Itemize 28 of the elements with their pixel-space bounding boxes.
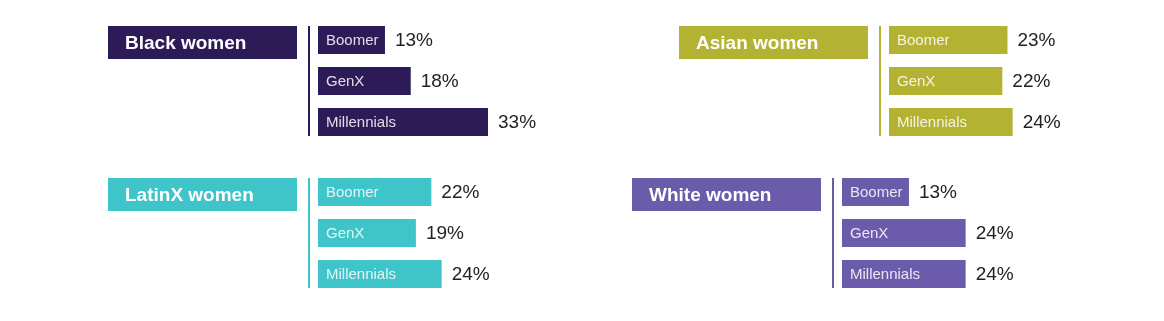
text: Black women [125, 32, 247, 53]
y-tick-label: Boomer [850, 182, 903, 200]
text: Asian women [696, 32, 819, 53]
data-label: 23% [1017, 28, 1056, 50]
data-label: 22% [1012, 70, 1051, 91]
y-tick-label: Boomer [897, 30, 950, 48]
y-tick-label: Millennials [326, 113, 397, 131]
data-label: 33% [498, 111, 537, 133]
y-tick-label: GenX [326, 224, 365, 241]
y-tick-label: Boomer [326, 182, 379, 200]
text: White women [649, 184, 772, 205]
y-tick-label: Millennials [850, 265, 921, 283]
text: LatinX women [125, 184, 254, 205]
y-tick-label: Millennials [897, 113, 968, 131]
data-label: 13% [918, 180, 958, 202]
y-tick-label: GenX [326, 72, 365, 89]
y-tick-label: Boomer [326, 30, 379, 48]
y-tick-label: GenX [897, 72, 936, 89]
data-label: 18% [420, 70, 459, 91]
data-label: 22% [441, 180, 480, 202]
data-label: 19% [425, 222, 465, 243]
y-tick-label: GenX [850, 224, 889, 241]
data-label: 24% [1022, 111, 1061, 133]
y-tick-label: Millennials [326, 265, 397, 283]
data-label: 13% [394, 28, 434, 50]
data-label: 24% [975, 222, 1014, 243]
data-label: 24% [975, 263, 1014, 285]
data-label: 24% [451, 263, 490, 285]
